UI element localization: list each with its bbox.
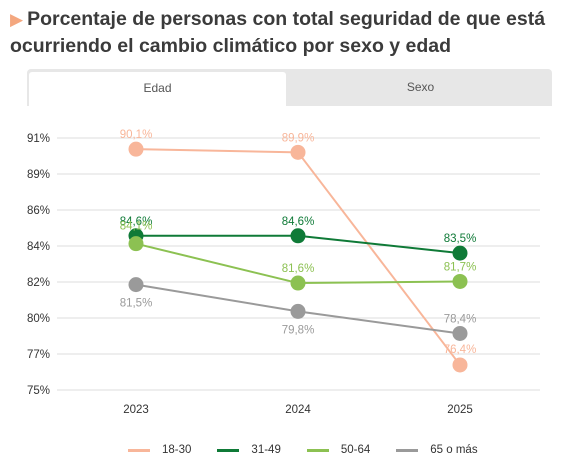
y-tick-label: 84% bbox=[27, 241, 50, 253]
y-tick-label: 80% bbox=[27, 313, 50, 325]
triangle-right-icon: ▶ bbox=[10, 10, 24, 29]
x-tick-label: 2023 bbox=[123, 404, 149, 416]
tab-sexo[interactable]: Sexo bbox=[406, 80, 435, 94]
y-tick-label: 75% bbox=[27, 385, 50, 397]
data-label: 84,6% bbox=[282, 216, 315, 228]
legend-swatch bbox=[128, 448, 150, 452]
data-label: 90,1% bbox=[120, 129, 153, 141]
legend-label: 18-30 bbox=[162, 444, 192, 456]
legend-item[interactable]: 31-49 bbox=[217, 444, 281, 456]
y-tick-label: 91% bbox=[27, 133, 50, 145]
data-point bbox=[452, 245, 468, 261]
data-point bbox=[128, 277, 144, 293]
legend: 18-30 31-49 50-64 65 o más bbox=[128, 440, 504, 460]
legend-swatch bbox=[306, 448, 329, 452]
y-tick-label: 82% bbox=[27, 277, 50, 289]
legend-item[interactable]: 65 o más bbox=[396, 444, 478, 456]
data-point bbox=[452, 273, 468, 289]
data-label: 89,9% bbox=[282, 132, 315, 144]
data-label: 81,7% bbox=[444, 261, 477, 273]
data-label: 81,5% bbox=[120, 298, 153, 310]
data-point bbox=[128, 141, 144, 157]
legend-label: 50-64 bbox=[340, 444, 371, 456]
tab-edad[interactable]: Edad bbox=[29, 72, 286, 106]
line-chart: 91% 89% 86% 84% 82% 80% 77% 75% 2023 2024 2025 90,1… bbox=[27, 129, 540, 416]
data-point bbox=[290, 144, 306, 160]
legend-swatch bbox=[396, 448, 419, 452]
data-point bbox=[290, 275, 306, 291]
data-label: 79,8% bbox=[282, 324, 315, 336]
tab-bar: Edad Sexo bbox=[27, 69, 552, 106]
y-tick-label: 77% bbox=[27, 349, 50, 361]
data-label: 81,6% bbox=[282, 263, 315, 275]
data-label: 76,4% bbox=[444, 344, 477, 356]
data-label: 83,5% bbox=[444, 233, 477, 245]
data-point bbox=[128, 236, 144, 252]
legend-item[interactable]: 18-30 bbox=[128, 444, 191, 456]
data-label: 84,6% bbox=[120, 216, 153, 228]
data-point bbox=[290, 228, 306, 244]
legend-label: 65 o más bbox=[430, 444, 478, 456]
chart-title: ▶ Porcentaje de personas con total seguri… bbox=[10, 6, 558, 59]
x-tick-label: 2024 bbox=[285, 404, 311, 416]
data-point bbox=[452, 325, 468, 341]
legend-swatch bbox=[217, 448, 240, 452]
legend-item[interactable]: 50-64 bbox=[306, 444, 371, 456]
x-tick-label: 2025 bbox=[447, 404, 473, 416]
data-point bbox=[290, 303, 306, 319]
data-point bbox=[452, 357, 468, 373]
y-tick-label: 89% bbox=[27, 169, 50, 181]
legend-label: 31-49 bbox=[251, 444, 281, 456]
y-tick-label: 86% bbox=[27, 205, 50, 217]
data-label: 78,4% bbox=[444, 313, 477, 325]
chart-title-text: Porcentaje de personas con total segurid… bbox=[10, 8, 546, 57]
data-label: 84,1% bbox=[120, 221, 153, 233]
